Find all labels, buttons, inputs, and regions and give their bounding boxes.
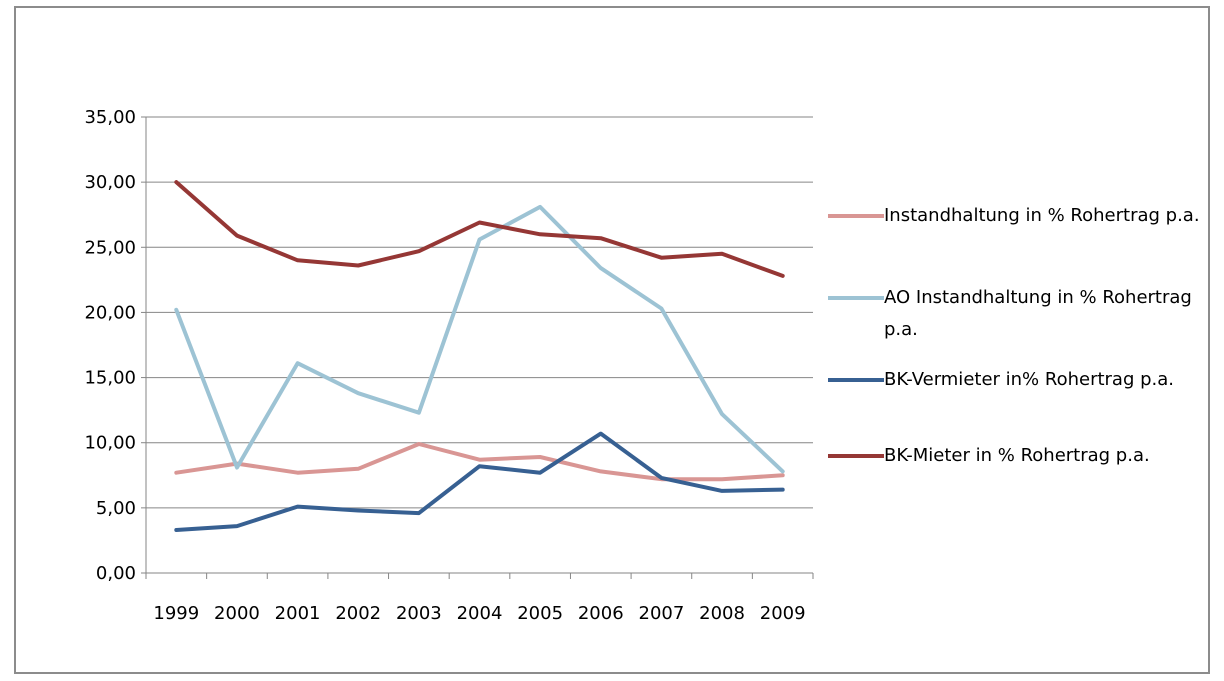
x-tick-label: 2002 [335,603,381,624]
y-tick-label: 0,00 [96,563,136,584]
legend-label: BK-Vermieter in% Rohertrag p.a. [884,369,1175,390]
x-tick-label: 2006 [578,603,624,624]
y-tick-label: 25,00 [84,237,136,258]
legend-item-bk-mieter: BK-Mieter in % Rohertrag p.a. [828,440,1214,472]
legend-item-ao-instandhaltung: AO Instandhaltung in % Rohertrag p.a. [828,282,1214,346]
legend-label: Instandhaltung in % Rohertrag p.a. [884,205,1200,226]
y-tick-label: 15,00 [84,368,136,389]
legend-label: AO Instandhaltung in % Rohertrag p.a. [884,287,1192,340]
legend-item-bk-vermieter: BK-Vermieter in% Rohertrag p.a. [828,364,1214,396]
x-tick-label: 2009 [760,603,806,624]
x-axis: 1999 2000 2001 2002 2003 2004 2005 2006 2007 2008… [145,572,814,624]
legend-label: BK-Mieter in % Rohertrag p.a. [884,445,1150,466]
legend-swatch [828,296,884,300]
y-tick-label: 10,00 [84,433,136,454]
line-chart: 0,00 5,00 10,00 15,00 20,00 25,00 30,00 35,00 1… [84,107,814,624]
x-tick-label: 2007 [639,603,685,624]
series-lines [174,180,785,532]
chart-frame: 0,00 5,00 10,00 15,00 20,00 25,00 30,00 35,00 1… [14,6,1210,674]
y-tick-label: 30,00 [84,172,136,193]
x-tick-label: 2003 [396,603,442,624]
series-line [174,204,785,474]
series-line [174,442,785,482]
series-line [174,180,785,278]
y-tick-label: 20,00 [84,302,136,323]
x-tick-label: 2005 [517,603,563,624]
legend-swatch [828,454,884,458]
y-axis: 0,00 5,00 10,00 15,00 20,00 25,00 30,00 35,00 [84,107,147,584]
y-tick-label: 5,00 [96,498,136,519]
legend-swatch [828,378,884,382]
x-tick-label: 2008 [699,603,745,624]
series-line [174,431,785,532]
legend-item-instandhaltung: Instandhaltung in % Rohertrag p.a. [828,200,1214,232]
legend-swatch [828,214,884,218]
x-tick-label: 2004 [457,603,503,624]
x-tick-label: 2000 [214,603,260,624]
x-tick-label: 2001 [275,603,321,624]
x-tick-label: 1999 [153,603,199,624]
gridlines [146,116,813,509]
y-tick-label: 35,00 [84,107,136,128]
